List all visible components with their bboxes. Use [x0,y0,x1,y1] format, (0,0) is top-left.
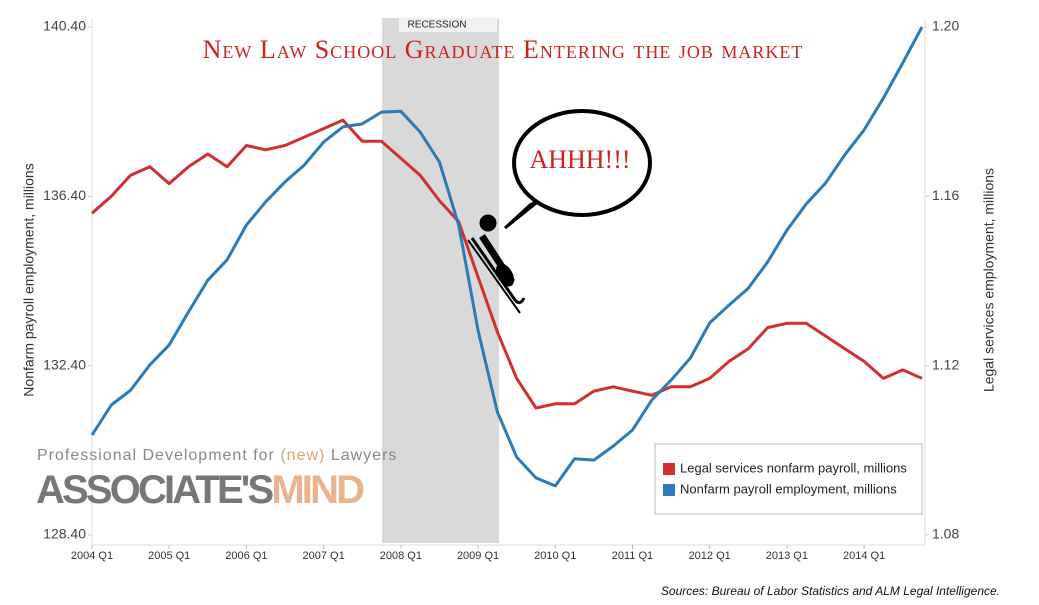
x-tick-label: 2010 Q1 [534,550,576,562]
x-tick-label: 2005 Q1 [148,550,190,562]
x-tick-label: 2013 Q1 [766,550,808,562]
y-axis-title: Nonfarm payroll employment, millions [21,163,37,396]
recession-band [382,18,499,543]
x-tick-label: 2014 Q1 [843,550,885,562]
series-line [90,26,924,488]
speech-text: AHHH!!! [529,145,630,174]
legend: Legal services nonfarm payroll, millions… [654,443,923,515]
x-tick-label: 2007 Q1 [303,550,345,562]
x-tick-label: 2006 Q1 [225,550,267,562]
x-tick-label: 2011 Q1 [612,550,653,562]
legend-label: Legal services nonfarm payroll, millions [680,460,907,475]
y2-tick-label: 1.16 [932,187,959,203]
source: Sources: Bureau of Labor Statistics and … [661,584,1000,598]
y2-axis-title: Legal services employment, millions [981,168,997,392]
watermark-logo: ASSOCIATE'SMIND [36,468,366,512]
series-line [91,118,923,410]
legend-swatch [663,484,675,496]
y-tick-label: 136.40 [43,187,86,203]
watermark-logo-b: MIND [271,468,366,512]
legend-label: Nonfarm payroll employment, millions [680,481,897,496]
recession-label-box [399,18,497,32]
recession-label: RECESSION [408,20,467,31]
x-tick-label: 2004 Q1 [71,550,113,562]
ski [470,237,526,305]
chart-title: New Law School Graduate Entering the job… [203,35,804,64]
ski-pole [467,239,521,314]
y2-tick-label: 1.20 [932,18,959,34]
y-tick-label: 132.40 [43,356,86,372]
speech-bubble [512,109,652,217]
watermark-post: Lawyers [331,447,398,464]
x-tick-label: 2008 Q1 [380,550,422,562]
plot: 128.40 132.40 136.40 140.40 1.08 1.12 1.16 1.20… [43,18,959,562]
y-tick-label: 140.40 [43,18,86,34]
watermark-tagline: Professional Development for (new) Lawye… [37,447,397,464]
skier-head [479,214,497,232]
y-tick-label: 128.40 [43,526,86,542]
watermark-logo-a: ASSOCIATE'S [36,468,275,512]
x-tick-label: 2009 Q1 [457,550,499,562]
legend-swatch [663,463,675,475]
y2-tick-label: 1.08 [932,526,959,542]
skier [467,214,526,314]
legend-box [654,443,923,515]
x-tick-label: 2012 Q1 [689,550,731,562]
watermark-pre: Professional Development for [37,447,275,464]
watermark-new: (new) [280,447,325,464]
y2-tick-label: 1.12 [932,356,959,372]
